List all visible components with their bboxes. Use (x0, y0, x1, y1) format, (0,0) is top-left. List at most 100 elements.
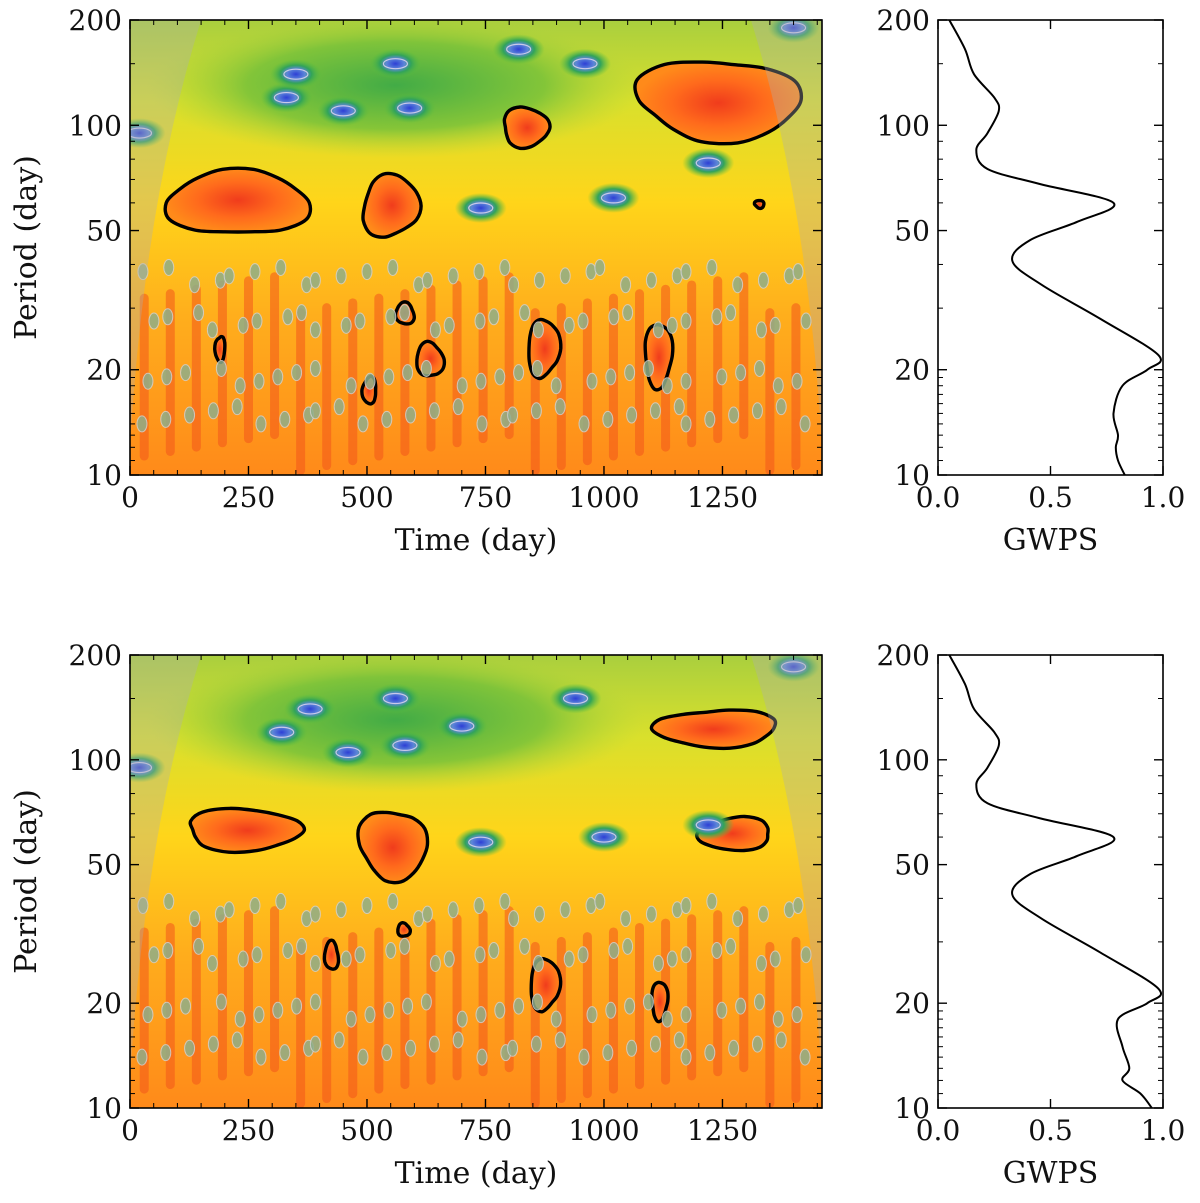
top-wavelet-noise-spot (711, 308, 723, 326)
bottom-wavelet-noise-spot (642, 993, 654, 1011)
top-wavelet-low-power-contour (130, 127, 153, 139)
bottom-wavelet-noise-spot (231, 1031, 243, 1049)
top-wavelet-xtick-label: 1000 (568, 481, 639, 514)
top-wavelet-noise-spot (532, 321, 544, 339)
bottom-wavelet-low-power-spot (322, 737, 375, 768)
bottom-wavelet-noise-spot (234, 1010, 246, 1028)
bottom-wavelet-noise-spot (800, 946, 812, 964)
top-wavelet-noise-spot (563, 316, 575, 334)
bottom-wavelet-noise-spot (137, 897, 149, 915)
bottom-wavelet-ytick-label: 50 (86, 849, 122, 882)
bottom-wavelet-xlabel: Time (day) (395, 1156, 558, 1191)
top-wavelet-noise-spot (148, 312, 160, 330)
bottom-wavelet-noise-spot (340, 950, 352, 968)
bottom-wavelet-cone-of-influence-right (750, 655, 822, 1081)
top-wavelet-ytick-label: 200 (69, 4, 122, 37)
top-wavelet-noise-spot (282, 308, 294, 326)
bottom-wavelet-noise-spot (136, 1048, 148, 1066)
bottom-wavelet-noise-spot (680, 1048, 692, 1066)
bottom-wavelet-noise-spot (309, 993, 321, 1011)
top-wavelet-noise-spot (554, 398, 566, 416)
top-wavelet-low-power-contour (468, 202, 494, 214)
bottom-wavelet-noise-spot (272, 1001, 284, 1019)
bottom-wavelet-noise-spot (620, 910, 632, 928)
top-gwps-ytick-label: 100 (877, 109, 930, 142)
top-wavelet-noise-spot (649, 402, 661, 420)
top-wavelet-noise-spot (452, 398, 464, 416)
top-wavelet-noise-spot (494, 368, 506, 386)
bottom-wavelet-noise-spot (253, 1006, 265, 1024)
bottom-wavelet-significance-contour (322, 938, 341, 971)
top-wavelet-xlabel: Time (day) (395, 523, 558, 558)
top-wavelet-significance-contour (502, 105, 552, 151)
bottom-wavelet-noise-spot (594, 892, 606, 910)
bottom-wavelet-significance-contour (396, 920, 413, 938)
bottom-wavelet-streak (322, 936, 332, 1104)
bottom-wavelet-noise-spot (513, 997, 525, 1015)
top-wavelet-noise-spot (429, 321, 441, 339)
top-wavelet-noise-spot (180, 364, 192, 382)
top-wavelet-noise-spot (602, 410, 614, 428)
top-gwps-series-line (948, 20, 1162, 475)
top-wavelet-noise-spot (340, 316, 352, 334)
bottom-wavelet-significance-contour (188, 806, 307, 855)
top-gwps-xtick-label: 0.5 (1028, 481, 1073, 514)
top-wavelet-noise-spot (309, 321, 321, 339)
top-wavelet-noise-spot (550, 377, 562, 395)
bottom-wavelet-noise-spot (189, 910, 201, 928)
bottom-wavelet-noise-spot (428, 1035, 440, 1053)
bottom-wavelet-plot-area (130, 655, 822, 1108)
top-wavelet-streak (243, 276, 253, 444)
top-wavelet-noise-spot (223, 267, 235, 285)
top-gwps-ytick-label: 200 (877, 4, 930, 37)
top-wavelet-noise-spot (296, 304, 308, 322)
top-wavelet-significance-contour (752, 198, 766, 211)
top-gwps-xtick-label: 1.0 (1141, 481, 1186, 514)
top-gwps-frame (937, 19, 1164, 476)
bottom-wavelet-noise-spot (421, 905, 433, 923)
top-wavelet-low-power-contour (695, 157, 721, 169)
bottom-wavelet-noise-spot (399, 937, 411, 955)
top-wavelet-noise-spot (387, 259, 399, 277)
bottom-wavelet-noise-spot (291, 997, 303, 1015)
top-wavelet-ytick-label: 100 (69, 109, 122, 142)
bottom-wavelet-noise-spot (775, 1031, 787, 1049)
top-wavelet-noise-spot (249, 263, 261, 281)
top-wavelet-noise-spot (507, 406, 519, 424)
top-wavelet-ylabel: Period (day) (9, 155, 44, 340)
bottom-wavelet-noise-spot (420, 993, 432, 1011)
bottom-wavelet-noise-spot (475, 1006, 487, 1024)
top-wavelet-noise-spot (333, 398, 345, 416)
bottom-wavelet-noise-spot (507, 1039, 519, 1057)
top-wavelet-noise-spot (428, 402, 440, 420)
top-wavelet-plot-area (130, 20, 822, 475)
bottom-wavelet-noise-spot (333, 1031, 345, 1049)
bottom-wavelet-noise-spot (602, 1044, 614, 1062)
bottom-wavelet-noise-spot (578, 1048, 590, 1066)
bottom-wavelet-streak (739, 906, 749, 1073)
top-wavelet-xtick-label: 250 (222, 481, 275, 514)
top-wavelet-low-power-band (146, 20, 645, 159)
top-wavelet-noise-spot (626, 406, 638, 424)
bottom-wavelet-low-power-contour (335, 746, 361, 759)
bottom-wavelet-noise-spot (476, 1048, 488, 1066)
bottom-wavelet-noise-spot (251, 946, 263, 964)
top-wavelet-noise-spot (253, 372, 265, 390)
top-wavelet-low-power-contour (330, 105, 356, 117)
bottom-wavelet-noise-spot (473, 897, 485, 915)
bottom-wavelet-noise-spot (532, 955, 544, 973)
bottom-wavelet-low-power-spot (767, 655, 820, 682)
top-gwps-ytick-label: 20 (894, 354, 930, 387)
bottom-wavelet-noise-spot (443, 950, 455, 968)
bottom-wavelet-noise-spot (161, 1001, 173, 1019)
bottom-gwps-ytick-label: 50 (894, 849, 930, 882)
top-wavelet-noise-spot (666, 316, 678, 334)
top-wavelet-xtick-label: 500 (340, 481, 393, 514)
top-wavelet-low-power-contour (273, 91, 300, 104)
bottom-wavelet-noise-spot (335, 901, 347, 919)
top-wavelet-ytick-label: 10 (86, 459, 122, 492)
bottom-wavelet-significance-contour (529, 956, 563, 1014)
bottom-wavelet-noise-spot (649, 1035, 661, 1053)
bottom-wavelet-xtick-label: 750 (459, 1114, 512, 1147)
